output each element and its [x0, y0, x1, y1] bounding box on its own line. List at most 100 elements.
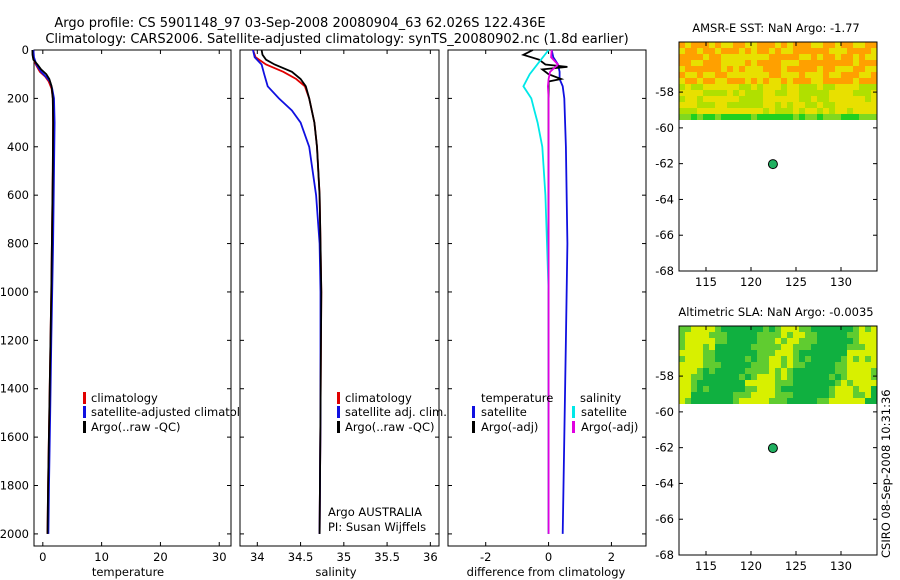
- heatmap-cell: [679, 374, 685, 380]
- heatmap-cell: [799, 380, 805, 386]
- heatmap-cell: [865, 48, 871, 54]
- heatmap-cell: [697, 368, 703, 374]
- heatmap-cell: [853, 108, 859, 114]
- heatmap-cell: [871, 90, 877, 96]
- heatmap-cell: [751, 380, 757, 386]
- heatmap-cell: [805, 78, 811, 84]
- heatmap-cell: [799, 54, 805, 60]
- y-tick-label: -64: [655, 476, 674, 490]
- heatmap-cell: [739, 72, 745, 78]
- heatmap-cell: [847, 96, 853, 102]
- heatmap-cell: [847, 48, 853, 54]
- heatmap-cell: [853, 356, 859, 362]
- heatmap-cell: [775, 326, 781, 332]
- heatmap-cell: [805, 344, 811, 350]
- heatmap-cell: [721, 362, 727, 368]
- heatmap-cell: [799, 326, 805, 332]
- heatmap-cell: [853, 84, 859, 90]
- heatmap-cell: [703, 398, 709, 404]
- heatmap-cell: [829, 332, 835, 338]
- heatmap-cell: [847, 326, 853, 332]
- sla-map-panel: Altimetric SLA: NaN Argo: -0.0035 -58 -60…: [655, 305, 878, 573]
- heatmap-cell: [859, 362, 865, 368]
- heatmap-cell: [721, 380, 727, 386]
- heatmap-cell: [739, 108, 745, 114]
- heatmap-cell: [811, 374, 817, 380]
- heatmap-cell: [847, 84, 853, 90]
- heatmap-cell: [871, 362, 877, 368]
- heatmap-cell: [733, 78, 739, 84]
- y-tick-label: 1400: [0, 382, 29, 396]
- heatmap-cell: [709, 102, 715, 108]
- heatmap-cell: [853, 332, 859, 338]
- heatmap-cell: [727, 356, 733, 362]
- heatmap-cell: [781, 90, 787, 96]
- heatmap-cell: [733, 332, 739, 338]
- heatmap-cell: [715, 72, 721, 78]
- heatmap-cell: [703, 380, 709, 386]
- y-tick-label: -58: [655, 369, 674, 383]
- heatmap-cell: [799, 386, 805, 392]
- heatmap-cell: [853, 362, 859, 368]
- heatmap-cell: [859, 72, 865, 78]
- heatmap-cell: [811, 380, 817, 386]
- heatmap-cell: [787, 84, 793, 90]
- heatmap-cell: [769, 326, 775, 332]
- heatmap-cell: [829, 42, 835, 48]
- heatmap-cell: [709, 344, 715, 350]
- heatmap-cell: [805, 54, 811, 60]
- heatmap-cell: [679, 72, 685, 78]
- heatmap-cell: [733, 368, 739, 374]
- heatmap-cell: [691, 350, 697, 356]
- heatmap-cell: [721, 374, 727, 380]
- sla-map-frame: [678, 325, 878, 556]
- heatmap-cell: [811, 42, 817, 48]
- heatmap-cell: [691, 338, 697, 344]
- heatmap-cell: [691, 374, 697, 380]
- heatmap-cell: [727, 398, 733, 404]
- heatmap-cell: [859, 338, 865, 344]
- heatmap-cell: [847, 368, 853, 374]
- heatmap-cell: [823, 374, 829, 380]
- heatmap-cell: [769, 72, 775, 78]
- heatmap-cell: [859, 386, 865, 392]
- heatmap-cell: [763, 380, 769, 386]
- x-tick-label: 34.5: [288, 550, 314, 564]
- heatmap-cell: [769, 398, 775, 404]
- heatmap-cell: [703, 84, 709, 90]
- heatmap-cell: [697, 60, 703, 66]
- heatmap-cell: [727, 380, 733, 386]
- heatmap-cell: [835, 66, 841, 72]
- x-tick-label: 20: [153, 550, 168, 564]
- legend-label-argo: Argo(..raw -QC): [345, 420, 435, 434]
- heatmap-cell: [793, 72, 799, 78]
- heatmap-cell: [787, 356, 793, 362]
- heatmap-cell: [805, 42, 811, 48]
- heatmap-cell: [775, 392, 781, 398]
- heatmap-cell: [679, 54, 685, 60]
- heatmap-cell: [817, 374, 823, 380]
- heatmap-cell: [739, 356, 745, 362]
- heatmap-cell: [769, 350, 775, 356]
- legend-swatch-temp-satellite: [472, 406, 475, 418]
- x-tick-label: 34: [250, 550, 265, 564]
- heatmap-cell: [757, 332, 763, 338]
- heatmap-cell: [805, 108, 811, 114]
- heatmap-cell: [685, 338, 691, 344]
- heatmap-cell: [829, 114, 835, 120]
- heatmap-cell: [757, 54, 763, 60]
- heatmap-cell: [775, 60, 781, 66]
- heatmap-cell: [727, 374, 733, 380]
- heatmap-cell: [793, 90, 799, 96]
- heatmap-cell: [859, 350, 865, 356]
- heatmap-cell: [775, 42, 781, 48]
- heatmap-cell: [787, 78, 793, 84]
- heatmap-cell: [847, 344, 853, 350]
- heatmap-cell: [733, 84, 739, 90]
- heatmap-cell: [691, 368, 697, 374]
- heatmap-cell: [709, 362, 715, 368]
- heatmap-cell: [715, 60, 721, 66]
- heatmap-cell: [679, 78, 685, 84]
- heatmap-cell: [871, 114, 877, 120]
- heatmap-cell: [763, 102, 769, 108]
